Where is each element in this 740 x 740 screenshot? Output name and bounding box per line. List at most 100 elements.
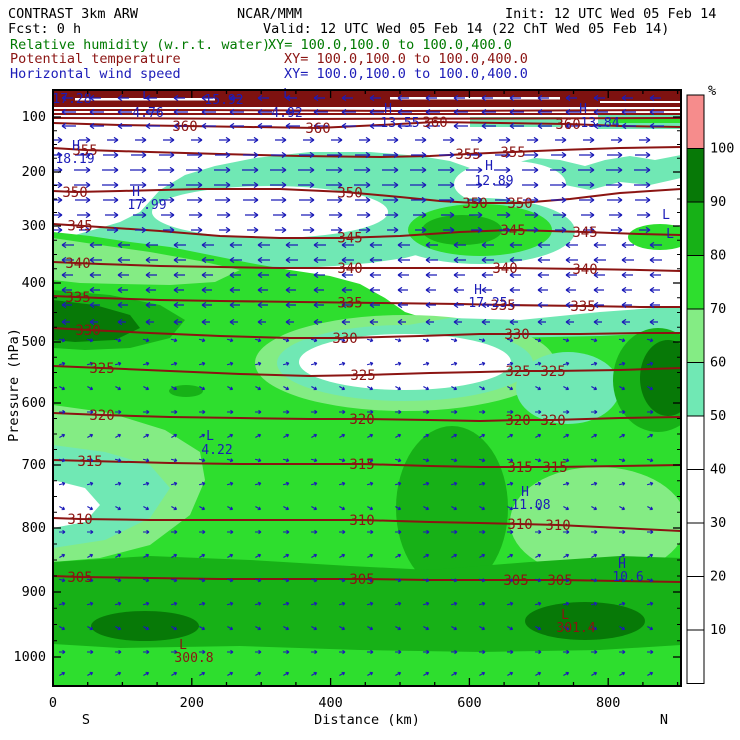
wind-arrow [313, 301, 324, 309]
wind-arrow [299, 196, 315, 204]
wind-arrow [621, 318, 630, 326]
wind-arrow [311, 553, 318, 558]
theta-contour-label: 310 [545, 518, 570, 534]
wind-arrow [254, 458, 262, 463]
wind-arrow [313, 256, 326, 264]
wind-extremum-letter: L [142, 88, 150, 103]
wind-arrow [214, 166, 231, 174]
init-time: Init: 12 UTC Wed 05 Feb 14 [505, 6, 716, 22]
wind-arrow [87, 553, 94, 558]
theta-contour-label: 355 [72, 143, 97, 159]
south-endpoint-label: S [82, 712, 90, 728]
wind-arrow [537, 94, 549, 102]
wind-arrow [133, 211, 147, 219]
wind-arrow [535, 626, 542, 631]
theta-contour-label: 330 [332, 331, 357, 347]
wind-arrow [89, 286, 100, 294]
wind-arrow [591, 506, 598, 511]
wind-extremum-value: 17.99 [127, 198, 166, 213]
wind-arrow [257, 271, 269, 279]
wind-arrow [229, 241, 242, 249]
wind-arrow [341, 256, 354, 264]
wind-arrow [86, 481, 94, 486]
wind-arrow [481, 301, 492, 309]
wind-arrow [171, 671, 178, 676]
y-tick-label: 800 [22, 520, 46, 536]
wind-arrow [450, 361, 458, 366]
wind-arrow [53, 136, 63, 144]
y-tick-label: 600 [22, 395, 46, 411]
wind-arrow [255, 409, 262, 415]
wind-arrow [425, 108, 440, 116]
wind-arrow [522, 181, 539, 189]
legend-segment [686, 469, 705, 524]
wind-arrow [87, 626, 94, 631]
wind-arrow [273, 211, 287, 219]
rh-region [152, 186, 388, 238]
wind-arrow [283, 386, 290, 391]
wind-arrow [171, 409, 178, 415]
theta-contour-label: 355 [500, 145, 525, 161]
rh-region [628, 224, 681, 250]
wind-arrow [618, 578, 626, 583]
wind-arrow [478, 601, 486, 606]
wind-arrow [89, 108, 104, 116]
wind-arrow [313, 271, 325, 279]
wind-arrow [611, 226, 623, 234]
wind-arrow [243, 151, 259, 159]
wind-arrow [507, 649, 514, 655]
wind-arrow [383, 196, 399, 204]
wind-arrow [635, 196, 651, 204]
wind-arrow [647, 386, 654, 391]
legend-label: 20 [710, 569, 726, 585]
wind-arrow [89, 122, 104, 130]
wind-arrow [227, 553, 234, 558]
wind-arrow [647, 626, 654, 631]
wind-arrow [509, 241, 522, 249]
wind-arrow [590, 481, 598, 486]
wind-arrow [593, 122, 608, 130]
wind-arrow [254, 338, 262, 343]
wind-arrow [142, 338, 150, 343]
wind-arrow [130, 181, 147, 189]
legend-label: 60 [710, 355, 726, 371]
wind-arrow [509, 301, 520, 309]
wind-arrow [453, 286, 464, 294]
wind-arrow [117, 286, 128, 294]
wind-arrow [537, 241, 550, 249]
wind-extremum-letter: H [72, 139, 80, 154]
wind-arrow [255, 506, 262, 511]
wind-arrow [247, 226, 259, 234]
wind-arrow [217, 211, 231, 219]
wind-arrow [383, 151, 399, 159]
theta-contour-label: 360 [555, 117, 580, 133]
rh-region [53, 90, 681, 107]
wind-arrow [173, 271, 185, 279]
wind-arrow [479, 386, 486, 391]
wind-arrow [242, 181, 259, 189]
wind-arrow [618, 458, 626, 463]
wind-arrow [115, 386, 122, 391]
wind-arrow [115, 671, 122, 676]
wind-arrow [338, 601, 346, 606]
wind-arrow [578, 166, 595, 174]
theta-contour-dense [53, 117, 681, 121]
wind-arrow [606, 181, 623, 189]
legend-label: 50 [710, 408, 726, 424]
wind-arrow [191, 136, 203, 144]
wind-arrow [611, 136, 623, 144]
wind-arrow [535, 506, 542, 511]
wind-arrow [395, 671, 402, 676]
wind-arrow [621, 108, 636, 116]
wind-arrow [145, 122, 160, 130]
wind-arrow [369, 271, 381, 279]
wind-arrow [187, 151, 203, 159]
wind-arrow [275, 136, 287, 144]
wind-extremum-letter: L [666, 227, 674, 242]
wind-arrow [311, 409, 318, 415]
wind-arrow [327, 151, 343, 159]
wind-arrow [425, 256, 438, 264]
wind-arrow [507, 433, 514, 438]
wind-arrow [593, 256, 606, 264]
wind-arrow [423, 671, 430, 676]
